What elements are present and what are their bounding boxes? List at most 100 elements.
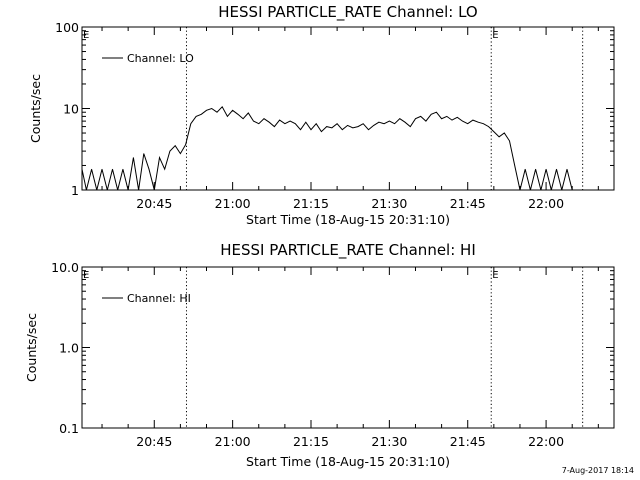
lo-series-point (300, 129, 301, 130)
lo-series-point (190, 123, 192, 125)
lo-series-point (493, 131, 495, 132)
lo-series-point (540, 189, 542, 191)
lo-series-point (441, 118, 442, 119)
lo-series-point (566, 168, 568, 170)
lo-xtick-label: 21:30 (371, 196, 407, 211)
lo-series-point (206, 110, 207, 111)
lo-series-point (117, 189, 118, 191)
lo-series-point (164, 168, 166, 170)
lo-series-point (138, 189, 139, 191)
lo-series-point (556, 168, 557, 170)
hi-chart-title: HESSI PARTICLE_RATE Channel: HI (220, 241, 476, 260)
lo-series-point (148, 168, 150, 170)
lo-series-point (399, 118, 401, 119)
lo-series-point (524, 168, 526, 170)
lo-series-point (430, 113, 432, 115)
lo-series-point (342, 129, 343, 130)
lo-corner-label: E (83, 30, 89, 41)
lo-series-point (153, 189, 155, 191)
hi-ytick-label: 10.0 (51, 260, 79, 275)
lo-series-point (368, 129, 369, 130)
lo-series-point (362, 123, 364, 125)
lo-series-point (242, 118, 244, 119)
hi-ytick-label: 1.0 (59, 341, 79, 356)
lo-ytick-label: 10 (63, 102, 79, 117)
lo-series-point (488, 126, 489, 127)
lo-series-point (446, 116, 448, 117)
lo-series-point (133, 157, 134, 158)
lo-series-point (503, 132, 505, 134)
lo-series-line (81, 105, 573, 191)
hi-xtick-label: 22:00 (528, 434, 564, 449)
lo-series-point (227, 116, 228, 117)
lo-series-point (352, 127, 354, 129)
lo-series-point (253, 120, 254, 122)
lo-series-point (456, 116, 458, 118)
lo-series-point (279, 119, 280, 121)
lo-series-point (436, 111, 437, 113)
lo-series-point (248, 112, 249, 114)
lo-series-point (284, 123, 286, 125)
lo-xtick-label: 22:00 (528, 196, 564, 211)
lo-series-point (91, 168, 92, 170)
hi-corner-label: E (83, 270, 89, 281)
lo-series-point (451, 119, 453, 121)
lo-xtick-label: 21:45 (450, 196, 486, 211)
hi-x-axis-label: Start Time (18-Aug-15 20:31:10) (246, 454, 450, 469)
lo-series-point (571, 189, 573, 191)
lo-series-point (394, 123, 395, 125)
lo-series-point (310, 129, 312, 130)
lo-series-point (305, 121, 307, 123)
lo-series-point (498, 136, 500, 138)
lo-series-point (347, 125, 348, 126)
lo-series-point (263, 118, 265, 119)
lo-ytick-label: 100 (55, 20, 79, 35)
lo-x-axis-label: Start Time (18-Aug-15 20:31:10) (246, 212, 450, 227)
hi-xtick-label: 21:15 (293, 434, 329, 449)
hi-xtick-label: 21:00 (215, 434, 251, 449)
lo-series-point (81, 168, 83, 170)
lo-xtick-label: 21:00 (215, 196, 251, 211)
lo-series-point (180, 153, 181, 154)
lo-series-point (389, 120, 390, 122)
lo-series-point (462, 120, 463, 122)
lo-series-point (336, 123, 338, 125)
lo-series-point (315, 123, 317, 125)
lo-series-point (289, 120, 291, 122)
lo-series-point (519, 189, 521, 191)
lo-series-point (232, 110, 233, 111)
lo-series-point (321, 131, 322, 132)
lo-series-point (561, 189, 563, 191)
hi-xtick-label: 20:45 (136, 434, 172, 449)
lo-series-point (357, 126, 359, 127)
lo-series-point (127, 189, 129, 191)
lo-series-point (477, 121, 479, 123)
lo-series-point (174, 145, 176, 146)
lo-series-point (483, 123, 484, 125)
lo-series-point (295, 123, 296, 125)
lo-series-point (420, 116, 422, 117)
lo-series-point (122, 168, 124, 170)
lo-series-point (331, 127, 333, 129)
lo-series-point (472, 119, 474, 121)
lo-series-point (268, 121, 270, 123)
lo-series-point (326, 126, 327, 127)
lo-series-point (211, 108, 213, 109)
lo-series-point (96, 189, 98, 191)
lo-series-point (169, 150, 171, 152)
hi-y-axis-label: Counts/sec (24, 313, 39, 382)
lo-series-point (221, 106, 223, 108)
lo-legend-label: Channel: LO (127, 52, 194, 65)
lo-marker-label: E (492, 30, 498, 41)
lo-series-point (467, 123, 469, 125)
lo-chart-title: HESSI PARTICLE_RATE Channel: LO (218, 3, 477, 22)
lo-series-point (185, 144, 186, 145)
lo-series-point (509, 140, 510, 142)
lo-series-point (159, 157, 160, 158)
lo-xtick-label: 21:15 (293, 196, 329, 211)
lo-series-point (200, 113, 202, 115)
lo-series-point (551, 189, 552, 191)
lo-series-point (112, 168, 113, 170)
lo-series-point (373, 125, 374, 126)
